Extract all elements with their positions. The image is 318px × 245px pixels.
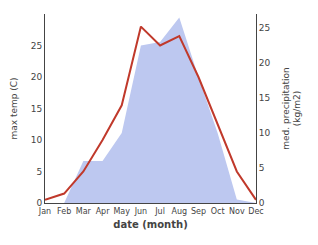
svg-text:Oct: Oct (211, 207, 225, 216)
svg-text:25: 25 (31, 41, 42, 51)
svg-text:Jan: Jan (38, 207, 51, 216)
svg-text:5: 5 (36, 167, 42, 177)
svg-text:5: 5 (259, 163, 265, 173)
svg-text:15: 15 (31, 104, 42, 114)
svg-text:20: 20 (259, 58, 271, 68)
svg-text:max temp (C): max temp (C) (9, 77, 19, 139)
svg-text:Apr: Apr (96, 207, 111, 216)
svg-text:20: 20 (31, 72, 43, 82)
svg-text:Dec: Dec (248, 207, 263, 216)
svg-text:15: 15 (259, 93, 270, 103)
svg-text:Mar: Mar (76, 207, 92, 216)
svg-text:0: 0 (259, 198, 265, 208)
svg-text:May: May (113, 207, 130, 216)
svg-text:Nov: Nov (229, 207, 245, 216)
svg-text:25: 25 (259, 23, 270, 33)
svg-text:10: 10 (31, 135, 43, 145)
svg-text:Jun: Jun (134, 207, 148, 216)
svg-text:10: 10 (259, 128, 271, 138)
svg-text:Jul: Jul (154, 207, 165, 216)
svg-text:Sep: Sep (191, 207, 206, 216)
svg-text:date (month): date (month) (113, 219, 187, 230)
svg-text:Aug: Aug (171, 207, 187, 216)
svg-text:Feb: Feb (57, 207, 71, 216)
svg-text:0: 0 (36, 198, 42, 208)
svg-text:med. precipitation(kg/m2): med. precipitation(kg/m2) (281, 67, 303, 149)
